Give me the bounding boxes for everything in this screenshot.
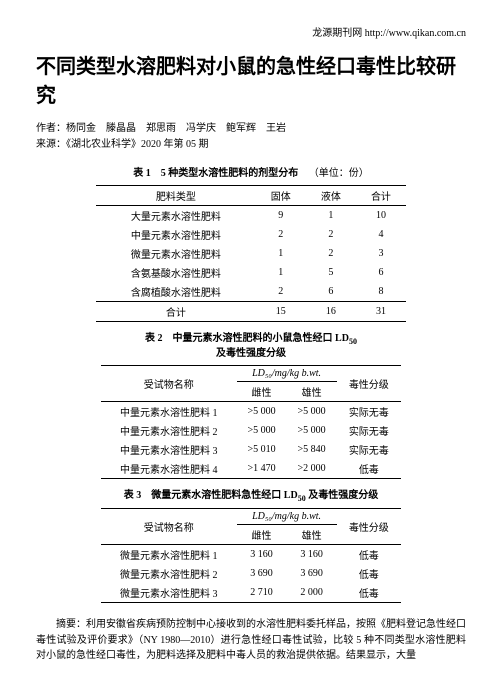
table-row: 中量元素水溶性肥料 1>5 000>5 000实际无毒	[101, 402, 401, 422]
table2-h1: 雌性	[237, 382, 287, 402]
table1-h2: 液体	[306, 186, 356, 206]
table-row: 含腐植酸水溶性肥料268	[96, 282, 406, 302]
table1-caption-text: 表 1 5 种类型水溶性肥料的剂型分布	[133, 168, 298, 179]
table-row: 大量元素水溶性肥料9110	[96, 206, 406, 226]
source-line: 来源：《湖北农业科学》2020 年第 05 期	[36, 137, 466, 153]
table1-caption: 表 1 5 种类型水溶性肥料的剂型分布 （单位：份）	[36, 167, 466, 181]
table2-header-row1: 受试物名称 LD₅₀/mg/kg b.wt. 毒性分级	[101, 366, 401, 382]
table2-h3: 毒性分级	[337, 366, 401, 402]
table-row: 中量元素水溶性肥料 4>1 470>2 000低毒	[101, 459, 401, 479]
table3-h1: 雌性	[237, 525, 287, 545]
table3-h3: 毒性分级	[337, 509, 401, 545]
table2-caption: 表 2 中量元素水溶性肥料的小鼠急性经口 LD50 及毒性强度分级	[36, 332, 466, 361]
table2-caption-l2: 及毒性强度分级	[216, 348, 286, 359]
table-row: 中量元素水溶性肥料 3>5 010>5 840实际无毒	[101, 440, 401, 459]
table1-h0: 肥料类型	[96, 186, 256, 206]
table2-h2: 雄性	[287, 382, 337, 402]
table1-h1: 固体	[256, 186, 306, 206]
table3-h2: 雄性	[287, 525, 337, 545]
table3-h0: 受试物名称	[101, 509, 237, 545]
table-row: 微量元素水溶性肥料 13 1603 160低毒	[101, 545, 401, 565]
table2: 受试物名称 LD₅₀/mg/kg b.wt. 毒性分级 雌性 雄性 中量元素水溶…	[101, 365, 401, 479]
table2-caption-sub: 50	[349, 337, 357, 346]
table2-h0: 受试物名称	[101, 366, 237, 402]
table-row: 中量元素水溶性肥料224	[96, 225, 406, 244]
table1-h3: 合计	[356, 186, 406, 206]
table2-midheader: LD₅₀/mg/kg b.wt.	[237, 366, 337, 382]
table-row: 合计151631	[96, 302, 406, 322]
table1-header-row: 肥料类型 固体 液体 合计	[96, 186, 406, 206]
table3-caption-text: 表 3 微量元素水溶性肥料急性经口 LD	[124, 490, 298, 501]
table3-header-row1: 受试物名称 LD₅₀/mg/kg b.wt. 毒性分级	[101, 509, 401, 525]
table3-caption: 表 3 微量元素水溶性肥料急性经口 LD50 及毒性强度分级	[36, 489, 466, 504]
table3-caption-sub: 50	[298, 494, 306, 503]
table-row: 微量元素水溶性肥料 32 7102 000低毒	[101, 583, 401, 603]
table-row: 微量元素水溶性肥料123	[96, 244, 406, 263]
table3-midheader: LD₅₀/mg/kg b.wt.	[237, 509, 337, 525]
table1-unit: （单位：份）	[309, 168, 369, 179]
table-row: 含氨基酸水溶性肥料156	[96, 263, 406, 282]
page: 龙源期刊网 http://www.qikan.com.cn 不同类型水溶肥料对小…	[0, 0, 502, 684]
table1: 肥料类型 固体 液体 合计 大量元素水溶性肥料9110 中量元素水溶性肥料224…	[96, 185, 406, 322]
abstract-text: 摘要：利用安徽省疾病预防控制中心接收到的水溶性肥料委托样品，按照《肥料登记急性经…	[36, 617, 466, 664]
site-link: 龙源期刊网 http://www.qikan.com.cn	[36, 24, 466, 39]
table3-caption-tail: 及毒性强度分级	[306, 490, 379, 501]
authors-line: 作者：杨同金 滕晶晶 郑思雨 冯学庆 鲍军辉 王岩	[36, 121, 466, 137]
table-row: 微量元素水溶性肥料 23 6903 690低毒	[101, 564, 401, 583]
article-title: 不同类型水溶肥料对小鼠的急性经口毒性比较研究	[36, 53, 466, 111]
table2-caption-l1: 表 2 中量元素水溶性肥料的小鼠急性经口 LD	[145, 333, 349, 344]
table3: 受试物名称 LD₅₀/mg/kg b.wt. 毒性分级 雌性 雄性 微量元素水溶…	[101, 508, 401, 603]
table-row: 中量元素水溶性肥料 2>5 000>5 000实际无毒	[101, 421, 401, 440]
